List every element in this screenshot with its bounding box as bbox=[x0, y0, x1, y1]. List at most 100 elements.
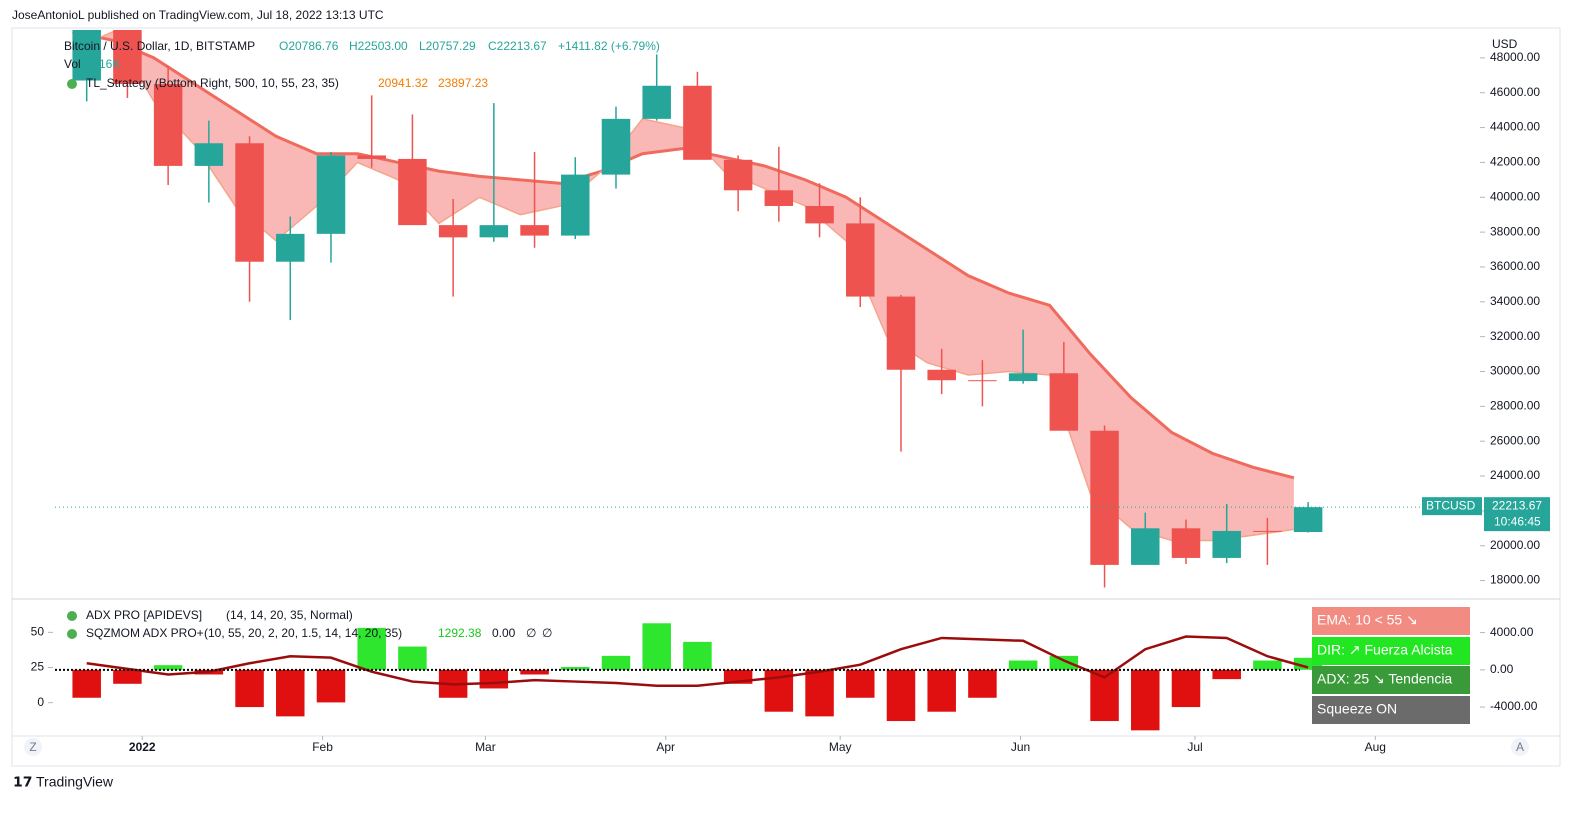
vol-value: 2.16K bbox=[89, 57, 120, 71]
price-tag-ticker: BTCUSD bbox=[1426, 498, 1476, 512]
strategy: TL_Strategy (Bottom Right, 500, 10, 55, … bbox=[86, 76, 339, 90]
x-tick-label: Apr bbox=[656, 740, 675, 754]
vol-label: Vol bbox=[64, 57, 81, 71]
candle-body bbox=[1008, 373, 1038, 382]
momentum-bar bbox=[1131, 669, 1160, 731]
candle-body bbox=[1293, 507, 1323, 533]
momentum-bar bbox=[683, 641, 712, 670]
momentum-bar bbox=[601, 655, 631, 670]
x-tick-label: Feb bbox=[312, 740, 333, 754]
candle-body bbox=[113, 30, 142, 85]
candle-body bbox=[642, 85, 671, 119]
x-tick-label: 2022 bbox=[129, 740, 156, 754]
brand-logo: 𝟭𝟳 bbox=[13, 774, 32, 790]
candle-body bbox=[723, 159, 753, 191]
candle-body bbox=[1090, 430, 1119, 565]
ohlc-low: L20757.29 bbox=[419, 39, 476, 53]
adx-name: ADX PRO [APIDEVS] bbox=[86, 608, 202, 622]
momentum-bar bbox=[1171, 669, 1201, 708]
zoom-button[interactable] bbox=[1511, 738, 1529, 756]
icon bbox=[67, 611, 77, 621]
y-tick-label: 25 bbox=[31, 660, 45, 674]
candle-body bbox=[764, 190, 794, 206]
status-ema: EMA: 10 < 55 ↘ bbox=[1317, 612, 1418, 628]
candle-body bbox=[194, 143, 224, 166]
candle-body bbox=[927, 369, 956, 381]
momentum-bar bbox=[72, 669, 101, 698]
status-box bbox=[1312, 666, 1470, 694]
momentum-bar bbox=[1008, 660, 1038, 670]
y-tick-label: 18000.00 bbox=[1490, 573, 1540, 587]
candle-body bbox=[1171, 528, 1201, 558]
momentum-bar bbox=[968, 669, 997, 698]
momentum-bar bbox=[316, 669, 346, 703]
status-box bbox=[1312, 696, 1470, 724]
momentum-bar bbox=[153, 665, 183, 670]
candle-body bbox=[561, 174, 590, 236]
icon bbox=[67, 629, 77, 639]
candle-body bbox=[805, 205, 834, 224]
status-box bbox=[1312, 637, 1470, 665]
candle-body bbox=[235, 143, 264, 262]
y-tick-label: 20000.00 bbox=[1490, 538, 1540, 552]
x-tick-label: May bbox=[829, 740, 852, 754]
status-box bbox=[1312, 607, 1470, 635]
y-tick-label: 40000.00 bbox=[1490, 189, 1540, 203]
zoom-label[interactable]: A bbox=[1516, 740, 1524, 754]
y-tick-label: 46000.00 bbox=[1490, 85, 1540, 99]
y-tick-label: 48000.00 bbox=[1490, 50, 1540, 64]
zoom-label[interactable]: Z bbox=[29, 740, 36, 754]
price-tag bbox=[1422, 497, 1482, 516]
candle-body bbox=[479, 225, 509, 238]
icon bbox=[67, 79, 77, 89]
x-tick-label: Jun bbox=[1011, 740, 1030, 754]
status-adx: ADX: 25 ↘ Tendencia bbox=[1317, 671, 1452, 687]
candle-body bbox=[276, 233, 305, 262]
y-tick-label: 34000.00 bbox=[1490, 294, 1540, 308]
symbol: Bitcoin / U.S. Dollar, 1D, BITSTAMP bbox=[64, 39, 255, 53]
candle-body bbox=[357, 155, 386, 159]
momentum-bar bbox=[1049, 655, 1079, 670]
y2-tick-label: -4000.00 bbox=[1490, 699, 1538, 713]
candle-body bbox=[153, 84, 183, 166]
adx-params: (14, 14, 20, 35, Normal) bbox=[226, 608, 353, 622]
candle-body bbox=[601, 118, 631, 175]
sqz-params: (10, 55, 20, 2, 20, 1.5, 14, 14, 20, 35) bbox=[204, 626, 402, 640]
sqz-na: ∅ bbox=[526, 626, 536, 640]
y-tick-label: 50 bbox=[31, 625, 45, 639]
candle-body bbox=[438, 225, 468, 238]
candle-body bbox=[72, 30, 101, 81]
brand: TradingView bbox=[36, 774, 114, 790]
sqz-zero: 0.00 bbox=[492, 626, 516, 640]
momentum-bar bbox=[479, 669, 509, 689]
momentum-bar bbox=[357, 627, 386, 670]
candle-body bbox=[1212, 530, 1241, 558]
price-tag bbox=[1484, 497, 1550, 532]
momentum-bar bbox=[846, 669, 875, 698]
sqz-name: SQZMOM ADX PRO+ bbox=[86, 626, 204, 640]
ohlc-close: C22213.67 bbox=[488, 39, 547, 53]
y-tick-label: 42000.00 bbox=[1490, 155, 1540, 169]
adx-line bbox=[86, 635, 1309, 688]
y-tick-label: 26000.00 bbox=[1490, 433, 1540, 447]
publisher: JoseAntonioL published on TradingView.co… bbox=[12, 8, 384, 22]
ohlc-open: O20786.76 bbox=[279, 39, 339, 53]
candle-body bbox=[398, 158, 427, 226]
price-tag-value: 22213.67 bbox=[1492, 498, 1542, 512]
sqz-na: ∅ bbox=[542, 626, 552, 640]
candle-body bbox=[1049, 373, 1079, 431]
candle-body bbox=[968, 380, 997, 382]
currency: USD bbox=[1492, 37, 1518, 51]
candle-body bbox=[1253, 530, 1282, 532]
ema-line bbox=[72, 30, 1295, 480]
frame bbox=[11, 27, 1561, 767]
candle-body bbox=[520, 225, 549, 236]
zoom-button[interactable] bbox=[24, 738, 42, 756]
ohlc-high: H22503.00 bbox=[349, 39, 408, 53]
momentum-bar bbox=[561, 667, 590, 670]
candle-body bbox=[683, 85, 712, 160]
momentum-bar bbox=[927, 669, 956, 712]
y-tick-label: 28000.00 bbox=[1490, 399, 1540, 413]
price-tag-countdown: 10:46:45 bbox=[1494, 514, 1541, 528]
